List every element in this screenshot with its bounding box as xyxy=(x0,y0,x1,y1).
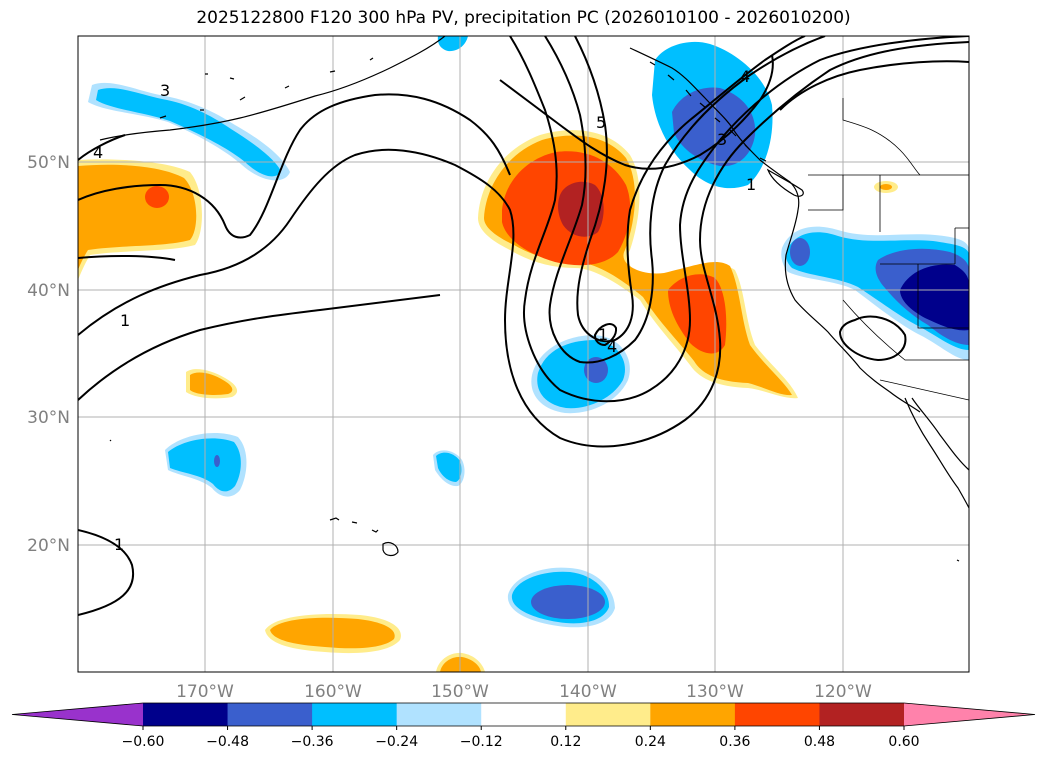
colorbar-segment xyxy=(143,703,229,726)
colorbar-segment xyxy=(650,703,736,726)
latitude-labels: 50°N 40°N 30°N 20°N xyxy=(27,153,70,556)
lon-label-140w: 140°W xyxy=(559,682,617,702)
map-title: 2025122800 F120 300 hPa PV, precipitatio… xyxy=(196,8,851,28)
coastlines xyxy=(99,36,969,562)
precip-positive-small-a xyxy=(186,369,238,399)
map-frame xyxy=(77,35,970,673)
colorbar-tick-label: 0.24 xyxy=(635,734,666,750)
precip-negative-central xyxy=(531,335,630,414)
colorbar-segment xyxy=(312,703,398,726)
colorbar xyxy=(11,702,1036,727)
contour-label: 4 xyxy=(740,67,750,86)
precip-positive-tiny xyxy=(874,181,898,193)
colorbar-tick-label: −0.36 xyxy=(291,734,334,750)
contour-label: 1 xyxy=(114,535,124,554)
colorbar-segment xyxy=(734,703,820,726)
colorbar-tick-label: 0.36 xyxy=(719,734,750,750)
contour-label: 3 xyxy=(160,81,170,100)
colorbar-segment xyxy=(819,703,905,726)
colorbar-tick-label: 0.12 xyxy=(550,734,581,750)
map-content: 3 4 1 5 3 4 1 1 1 4 xyxy=(78,36,969,672)
colorbar-tick-label: 0.48 xyxy=(804,734,835,750)
colorbar-extend-min xyxy=(12,703,143,726)
contour-label: 3 xyxy=(717,130,727,149)
lon-label-160w: 160°W xyxy=(304,682,362,702)
gridlines xyxy=(78,36,969,672)
precip-negative-aleutian xyxy=(88,82,290,181)
lat-label-20n: 20°N xyxy=(27,536,70,556)
contour-label: 1 xyxy=(746,175,756,194)
colorbar-extend-max xyxy=(904,703,1035,726)
colorbar-segment xyxy=(396,703,482,726)
precip-negative-small-a xyxy=(165,433,247,497)
precip-negative-small-b xyxy=(433,450,465,487)
contour-label: 1 xyxy=(120,311,130,330)
precip-negative-california xyxy=(781,226,969,360)
lat-label-50n: 50°N xyxy=(27,153,70,173)
contour-label: 1 xyxy=(598,325,608,344)
contour-label: 4 xyxy=(607,337,617,356)
contour-label: 5 xyxy=(596,113,606,132)
contour-label: 4 xyxy=(93,143,103,162)
lat-label-40n: 40°N xyxy=(27,281,70,301)
colorbar-segment xyxy=(227,703,313,726)
lon-label-170w: 170°W xyxy=(176,682,234,702)
lon-label-130w: 130°W xyxy=(686,682,744,702)
longitude-labels: 170°W 160°W 150°W 140°W 130°W 120°W xyxy=(176,682,872,702)
colorbar-tick-label: −0.12 xyxy=(460,734,503,750)
colorbar-tick-label: −0.48 xyxy=(206,734,249,750)
lon-label-120w: 120°W xyxy=(814,682,872,702)
colorbar-tick-label: −0.24 xyxy=(375,734,418,750)
contour-labels: 3 4 1 5 3 4 1 1 1 4 xyxy=(93,67,756,554)
pv-contours xyxy=(78,36,969,616)
colorbar-segment xyxy=(481,703,567,726)
borders xyxy=(808,98,969,401)
lat-label-30n: 30°N xyxy=(27,408,70,428)
colorbar-tick-label: −0.60 xyxy=(122,734,165,750)
lon-label-150w: 150°W xyxy=(431,682,489,702)
colorbar-labels: −0.60 −0.48 −0.36 −0.24 −0.12 0.12 0.24 0.36 0.4… xyxy=(122,726,920,750)
colorbar-segment xyxy=(565,703,651,726)
colorbar-tick-label: 0.60 xyxy=(888,734,919,750)
